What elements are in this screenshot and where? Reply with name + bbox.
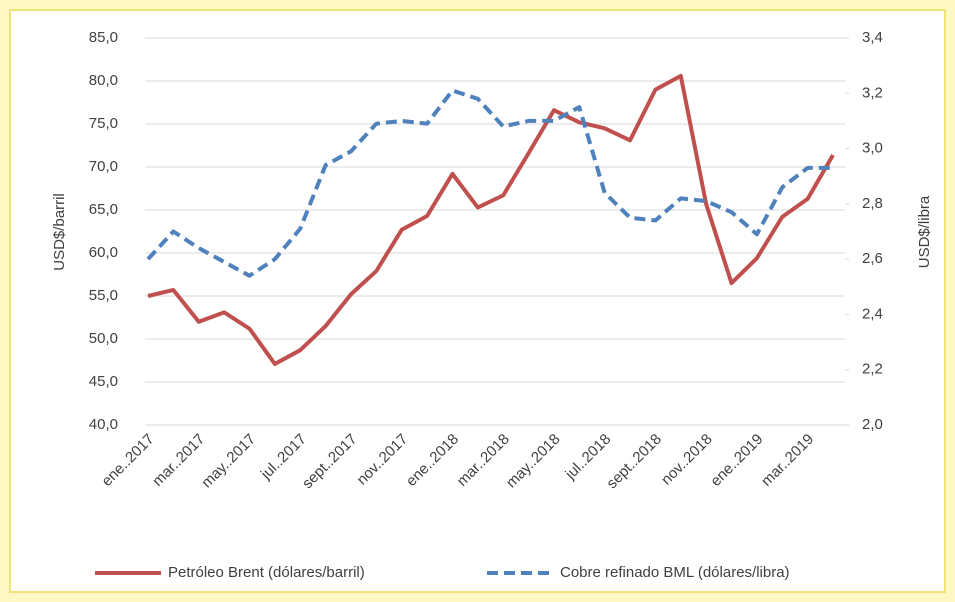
y2-tick-label: 2,2 <box>862 361 883 378</box>
legend-label: Cobre refinado BML (dólares/libra) <box>560 564 790 581</box>
series-line <box>146 88 833 278</box>
y2-tick-label: 2,4 <box>862 305 883 322</box>
y-tick-label: 40,0 <box>89 416 118 433</box>
series-line <box>147 73 835 366</box>
y-tick-label: 80,0 <box>89 72 118 89</box>
y2-tick-label: 2,6 <box>862 250 883 267</box>
y2-tick-label: 2,8 <box>862 195 883 212</box>
legend-label: Petróleo Brent (dólares/barril) <box>168 564 365 581</box>
y2-tick-label: 2,0 <box>862 416 883 433</box>
y-tick-label: 60,0 <box>89 244 118 261</box>
y-tick-label: 70,0 <box>89 158 118 175</box>
y-tick-label: 85,0 <box>89 29 118 46</box>
chart-area <box>9 9 946 593</box>
y-tick-label: 55,0 <box>89 287 118 304</box>
y-axis-title: USD$/barril <box>51 193 68 271</box>
y-tick-label: 65,0 <box>89 201 118 218</box>
y2-axis-title: USD$/libra <box>916 195 933 268</box>
y-tick-label: 45,0 <box>89 373 118 390</box>
y-tick-label: 75,0 <box>89 115 118 132</box>
y2-tick-label: 3,4 <box>862 29 883 46</box>
y2-tick-label: 3,0 <box>862 140 883 157</box>
y2-tick-label: 3,2 <box>862 84 883 101</box>
y-tick-label: 50,0 <box>89 330 118 347</box>
